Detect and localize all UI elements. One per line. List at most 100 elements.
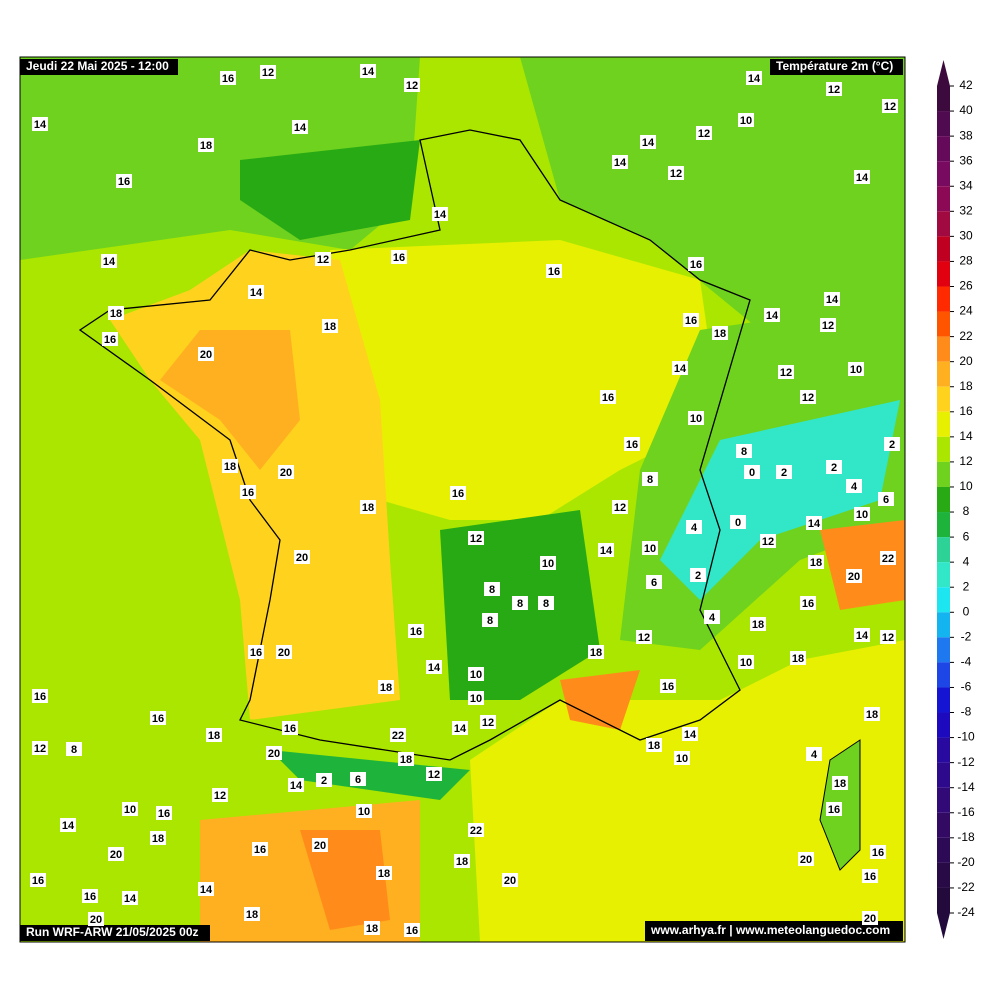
temperature-label: 16 bbox=[690, 259, 702, 271]
temperature-label: 20 bbox=[800, 854, 812, 866]
temperature-label: 18 bbox=[380, 682, 392, 694]
temperature-label: 20 bbox=[110, 849, 122, 861]
label-box bbox=[808, 555, 824, 569]
label-box bbox=[206, 728, 222, 742]
temperature-label: 18 bbox=[208, 730, 220, 742]
label-box bbox=[156, 806, 172, 820]
colorbar-tick-label: 6 bbox=[963, 529, 970, 543]
label-box bbox=[683, 313, 699, 327]
label-box bbox=[88, 912, 104, 926]
label-box bbox=[468, 531, 484, 545]
label-box bbox=[108, 306, 124, 320]
temperature-label: 8 bbox=[741, 446, 747, 458]
label-box bbox=[688, 411, 704, 425]
colorbar-segment bbox=[937, 336, 950, 362]
label-box bbox=[350, 772, 366, 786]
label-box bbox=[612, 155, 628, 169]
label-box bbox=[846, 479, 862, 493]
temperature-label: 0 bbox=[735, 517, 741, 529]
label-box bbox=[468, 691, 484, 705]
label-box bbox=[450, 486, 466, 500]
label-box bbox=[540, 556, 556, 570]
label-box bbox=[826, 802, 842, 816]
temperature-label: 14 bbox=[103, 256, 116, 268]
run-box bbox=[20, 925, 210, 941]
label-box bbox=[598, 543, 614, 557]
temperature-label: 22 bbox=[392, 730, 404, 742]
colorbar: 424038363432302826242220181614121086420-… bbox=[937, 60, 975, 939]
temperature-label: 18 bbox=[362, 502, 374, 514]
temperature-label: 20 bbox=[504, 875, 516, 887]
label-box bbox=[624, 437, 640, 451]
label-box bbox=[686, 520, 702, 534]
temperature-label: 16 bbox=[118, 176, 130, 188]
temperature-label: 16 bbox=[410, 626, 422, 638]
label-box bbox=[122, 891, 138, 905]
label-box bbox=[82, 889, 98, 903]
colorbar-tick-label: 8 bbox=[963, 504, 970, 518]
colorbar-tick-label: 28 bbox=[959, 254, 973, 268]
temperature-label: 14 bbox=[856, 172, 869, 184]
label-box bbox=[824, 292, 840, 306]
label-box bbox=[674, 751, 690, 765]
temperature-label: 10 bbox=[358, 806, 370, 818]
temperature-label: 18 bbox=[752, 619, 764, 631]
temperature-label: 20 bbox=[200, 349, 212, 361]
temperature-label: 14 bbox=[856, 630, 869, 642]
temperature-label: 2 bbox=[321, 775, 327, 787]
label-box bbox=[356, 804, 372, 818]
temperature-label: 12 bbox=[214, 790, 226, 802]
label-box bbox=[282, 721, 298, 735]
label-box bbox=[764, 308, 780, 322]
temperature-label: 16 bbox=[602, 392, 614, 404]
temperature-label: 18 bbox=[200, 140, 212, 152]
temperature-label: 12 bbox=[614, 502, 626, 514]
colorbar-segment bbox=[937, 436, 950, 462]
label-box bbox=[32, 117, 48, 131]
label-box bbox=[884, 437, 900, 451]
field bbox=[560, 670, 640, 730]
temperature-label: 16 bbox=[452, 488, 464, 500]
temperature-label: 16 bbox=[406, 925, 418, 937]
label-box bbox=[502, 873, 518, 887]
colorbar-tick-label: 32 bbox=[959, 203, 973, 217]
temperature-label: 18 bbox=[792, 653, 804, 665]
temperature-label: 14 bbox=[428, 662, 441, 674]
date-box bbox=[20, 59, 178, 75]
temperature-label: 20 bbox=[90, 914, 102, 926]
map-frame bbox=[19, 56, 906, 943]
colorbar-tick-label: -16 bbox=[957, 805, 975, 819]
colorbar-tick-label: -14 bbox=[957, 780, 975, 794]
temperature-label: 16 bbox=[84, 891, 96, 903]
temperature-label: 20 bbox=[278, 647, 290, 659]
label-box bbox=[750, 617, 766, 631]
temperature-label: 12 bbox=[670, 168, 682, 180]
label-box bbox=[244, 907, 260, 921]
france-outline bbox=[78, 129, 751, 761]
field bbox=[520, 57, 905, 330]
temperature-label: 16 bbox=[34, 691, 46, 703]
label-box bbox=[198, 347, 214, 361]
label-box bbox=[266, 746, 282, 760]
label-box bbox=[826, 82, 842, 96]
label-box bbox=[468, 667, 484, 681]
temperature-label: 4 bbox=[691, 522, 698, 534]
label-box bbox=[672, 361, 688, 375]
label-box bbox=[878, 492, 894, 506]
label-box bbox=[292, 120, 308, 134]
colorbar-top bbox=[937, 60, 950, 86]
temperature-label: 12 bbox=[317, 254, 329, 266]
temperature-label: 18 bbox=[152, 833, 164, 845]
temperature-label: 20 bbox=[864, 913, 876, 925]
colorbar-segment bbox=[937, 311, 950, 337]
label-box bbox=[862, 911, 878, 925]
temperature-label: 20 bbox=[314, 840, 326, 852]
label-box bbox=[636, 630, 652, 644]
temperature-label: 18 bbox=[366, 923, 378, 935]
label-box bbox=[276, 645, 292, 659]
temperature-label: 0 bbox=[749, 467, 755, 479]
temperature-label: 14 bbox=[642, 137, 655, 149]
label-box bbox=[688, 257, 704, 271]
temperature-label: 12 bbox=[762, 536, 774, 548]
label-box bbox=[252, 842, 268, 856]
